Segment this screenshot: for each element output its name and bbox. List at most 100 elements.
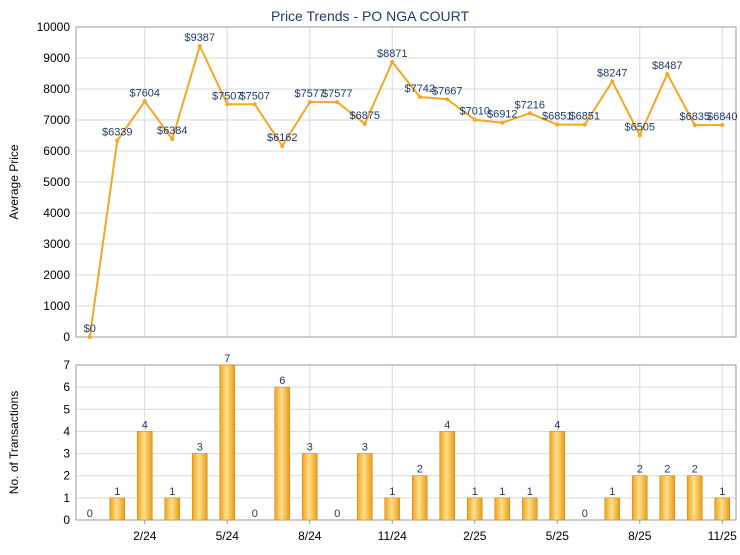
tx-data-label: 2 bbox=[637, 464, 643, 476]
tx-y-axis-title: No. of Transactions bbox=[7, 391, 21, 494]
price-y-tick-label: 9000 bbox=[43, 51, 70, 65]
tx-data-label: 6 bbox=[279, 375, 285, 387]
price-point bbox=[692, 123, 697, 128]
tx-bar bbox=[686, 475, 703, 521]
tx-bar bbox=[384, 497, 401, 521]
x-tick-label: 11/24 bbox=[378, 529, 407, 543]
tx-data-label: 4 bbox=[444, 419, 450, 431]
price-point bbox=[280, 143, 285, 148]
price-point bbox=[500, 120, 505, 125]
tx-bar bbox=[164, 497, 181, 521]
price-point bbox=[142, 99, 147, 104]
price-data-label: $6162 bbox=[267, 132, 298, 144]
price-data-label: $7577 bbox=[322, 88, 353, 100]
x-tick-label: 11/25 bbox=[708, 529, 737, 543]
price-panel: 0 1000 2000 3000 4000 5000 6000 7000 8000 9000 100… bbox=[7, 20, 738, 344]
price-point bbox=[87, 335, 92, 339]
price-point bbox=[417, 94, 422, 99]
tx-data-label: 0 bbox=[582, 508, 588, 520]
tx-bar bbox=[439, 431, 456, 521]
price-y-tick-label: 7000 bbox=[43, 113, 70, 127]
tx-y-tick-label: 4 bbox=[63, 424, 70, 438]
price-point bbox=[637, 133, 642, 138]
price-y-tick-label: 6000 bbox=[43, 144, 70, 158]
tx-bar bbox=[136, 431, 153, 521]
tx-data-label: 2 bbox=[417, 464, 423, 476]
price-point bbox=[665, 71, 670, 76]
price-point bbox=[582, 122, 587, 127]
x-tick-label: 2/25 bbox=[463, 529, 487, 543]
price-data-label: $6875 bbox=[349, 110, 380, 122]
tx-bar bbox=[631, 475, 648, 521]
price-data-label: $7604 bbox=[129, 87, 160, 99]
price-y-tick-label: 5000 bbox=[43, 175, 70, 189]
price-data-label: $7577 bbox=[294, 88, 325, 100]
price-data-label: $6505 bbox=[624, 121, 655, 133]
tx-y-tick-label: 3 bbox=[63, 447, 70, 461]
price-data-label: $7667 bbox=[432, 85, 463, 97]
tx-bar bbox=[219, 364, 236, 521]
price-point bbox=[390, 59, 395, 64]
tx-data-label: 1 bbox=[472, 486, 478, 498]
tx-data-label: 1 bbox=[499, 486, 505, 498]
tx-data-label: 1 bbox=[169, 486, 175, 498]
price-y-tick-label: 1000 bbox=[43, 299, 70, 313]
x-tick-label: 5/24 bbox=[216, 529, 240, 543]
price-data-label: $7216 bbox=[514, 99, 545, 111]
price-plot-frame bbox=[75, 26, 737, 338]
price-y-tick-label: 4000 bbox=[43, 206, 70, 220]
tx-y-tick-label: 5 bbox=[63, 402, 70, 416]
tx-plot-frame bbox=[75, 364, 737, 521]
tx-bar bbox=[714, 497, 731, 521]
tx-bar bbox=[466, 497, 483, 521]
tx-y-tick-label: 2 bbox=[63, 469, 70, 483]
price-data-label: $6339 bbox=[102, 126, 133, 138]
price-y-tick-label: 3000 bbox=[43, 237, 70, 251]
tx-data-label: 0 bbox=[87, 508, 93, 520]
price-data-label: $0 bbox=[84, 323, 96, 335]
price-point bbox=[335, 100, 340, 105]
price-point bbox=[555, 122, 560, 127]
tx-data-label: 0 bbox=[252, 508, 258, 520]
tx-bar bbox=[356, 453, 373, 521]
tx-data-label: 4 bbox=[554, 419, 560, 431]
price-data-label: $8871 bbox=[377, 48, 408, 60]
price-point bbox=[445, 97, 450, 102]
tx-bar bbox=[109, 497, 126, 521]
tx-data-label: 3 bbox=[307, 442, 313, 454]
tx-data-label: 4 bbox=[142, 419, 148, 431]
price-y-tick-label: 10000 bbox=[37, 20, 71, 34]
price-data-label: $6912 bbox=[487, 109, 518, 121]
price-y-tick-label: 8000 bbox=[43, 82, 70, 96]
price-point bbox=[307, 100, 312, 105]
tx-y-tick-label: 0 bbox=[63, 513, 70, 527]
tx-data-label: 1 bbox=[389, 486, 395, 498]
tx-data-label: 1 bbox=[609, 486, 615, 498]
price-data-label: $9387 bbox=[184, 32, 215, 44]
price-data-label: $6840 bbox=[707, 111, 738, 123]
x-tick-label: 5/25 bbox=[546, 529, 570, 543]
tx-data-label: 1 bbox=[719, 486, 725, 498]
chart-title: Price Trends - PO NGA COURT bbox=[271, 8, 470, 24]
tx-bar bbox=[521, 497, 538, 521]
price-point bbox=[472, 117, 477, 122]
tx-bar bbox=[411, 475, 428, 521]
x-tick-label: 2/24 bbox=[133, 529, 157, 543]
price-point bbox=[115, 138, 120, 143]
tx-bar bbox=[604, 497, 621, 521]
x-tick-label: 8/25 bbox=[628, 529, 652, 543]
price-data-label: $7507 bbox=[212, 90, 243, 102]
price-y-tick-label: 2000 bbox=[43, 268, 70, 282]
price-data-label: $7742 bbox=[404, 83, 435, 95]
price-y-axis-title: Average Price bbox=[7, 144, 21, 219]
tx-data-label: 2 bbox=[692, 464, 698, 476]
tx-data-label: 2 bbox=[664, 464, 670, 476]
tx-y-tick-label: 1 bbox=[63, 491, 70, 505]
price-series-line bbox=[88, 45, 723, 338]
tx-bar bbox=[274, 386, 291, 521]
price-point bbox=[720, 122, 725, 127]
price-data-label: $6835 bbox=[679, 111, 710, 123]
tx-bar bbox=[659, 475, 676, 521]
price-data-label: $7010 bbox=[459, 106, 490, 118]
